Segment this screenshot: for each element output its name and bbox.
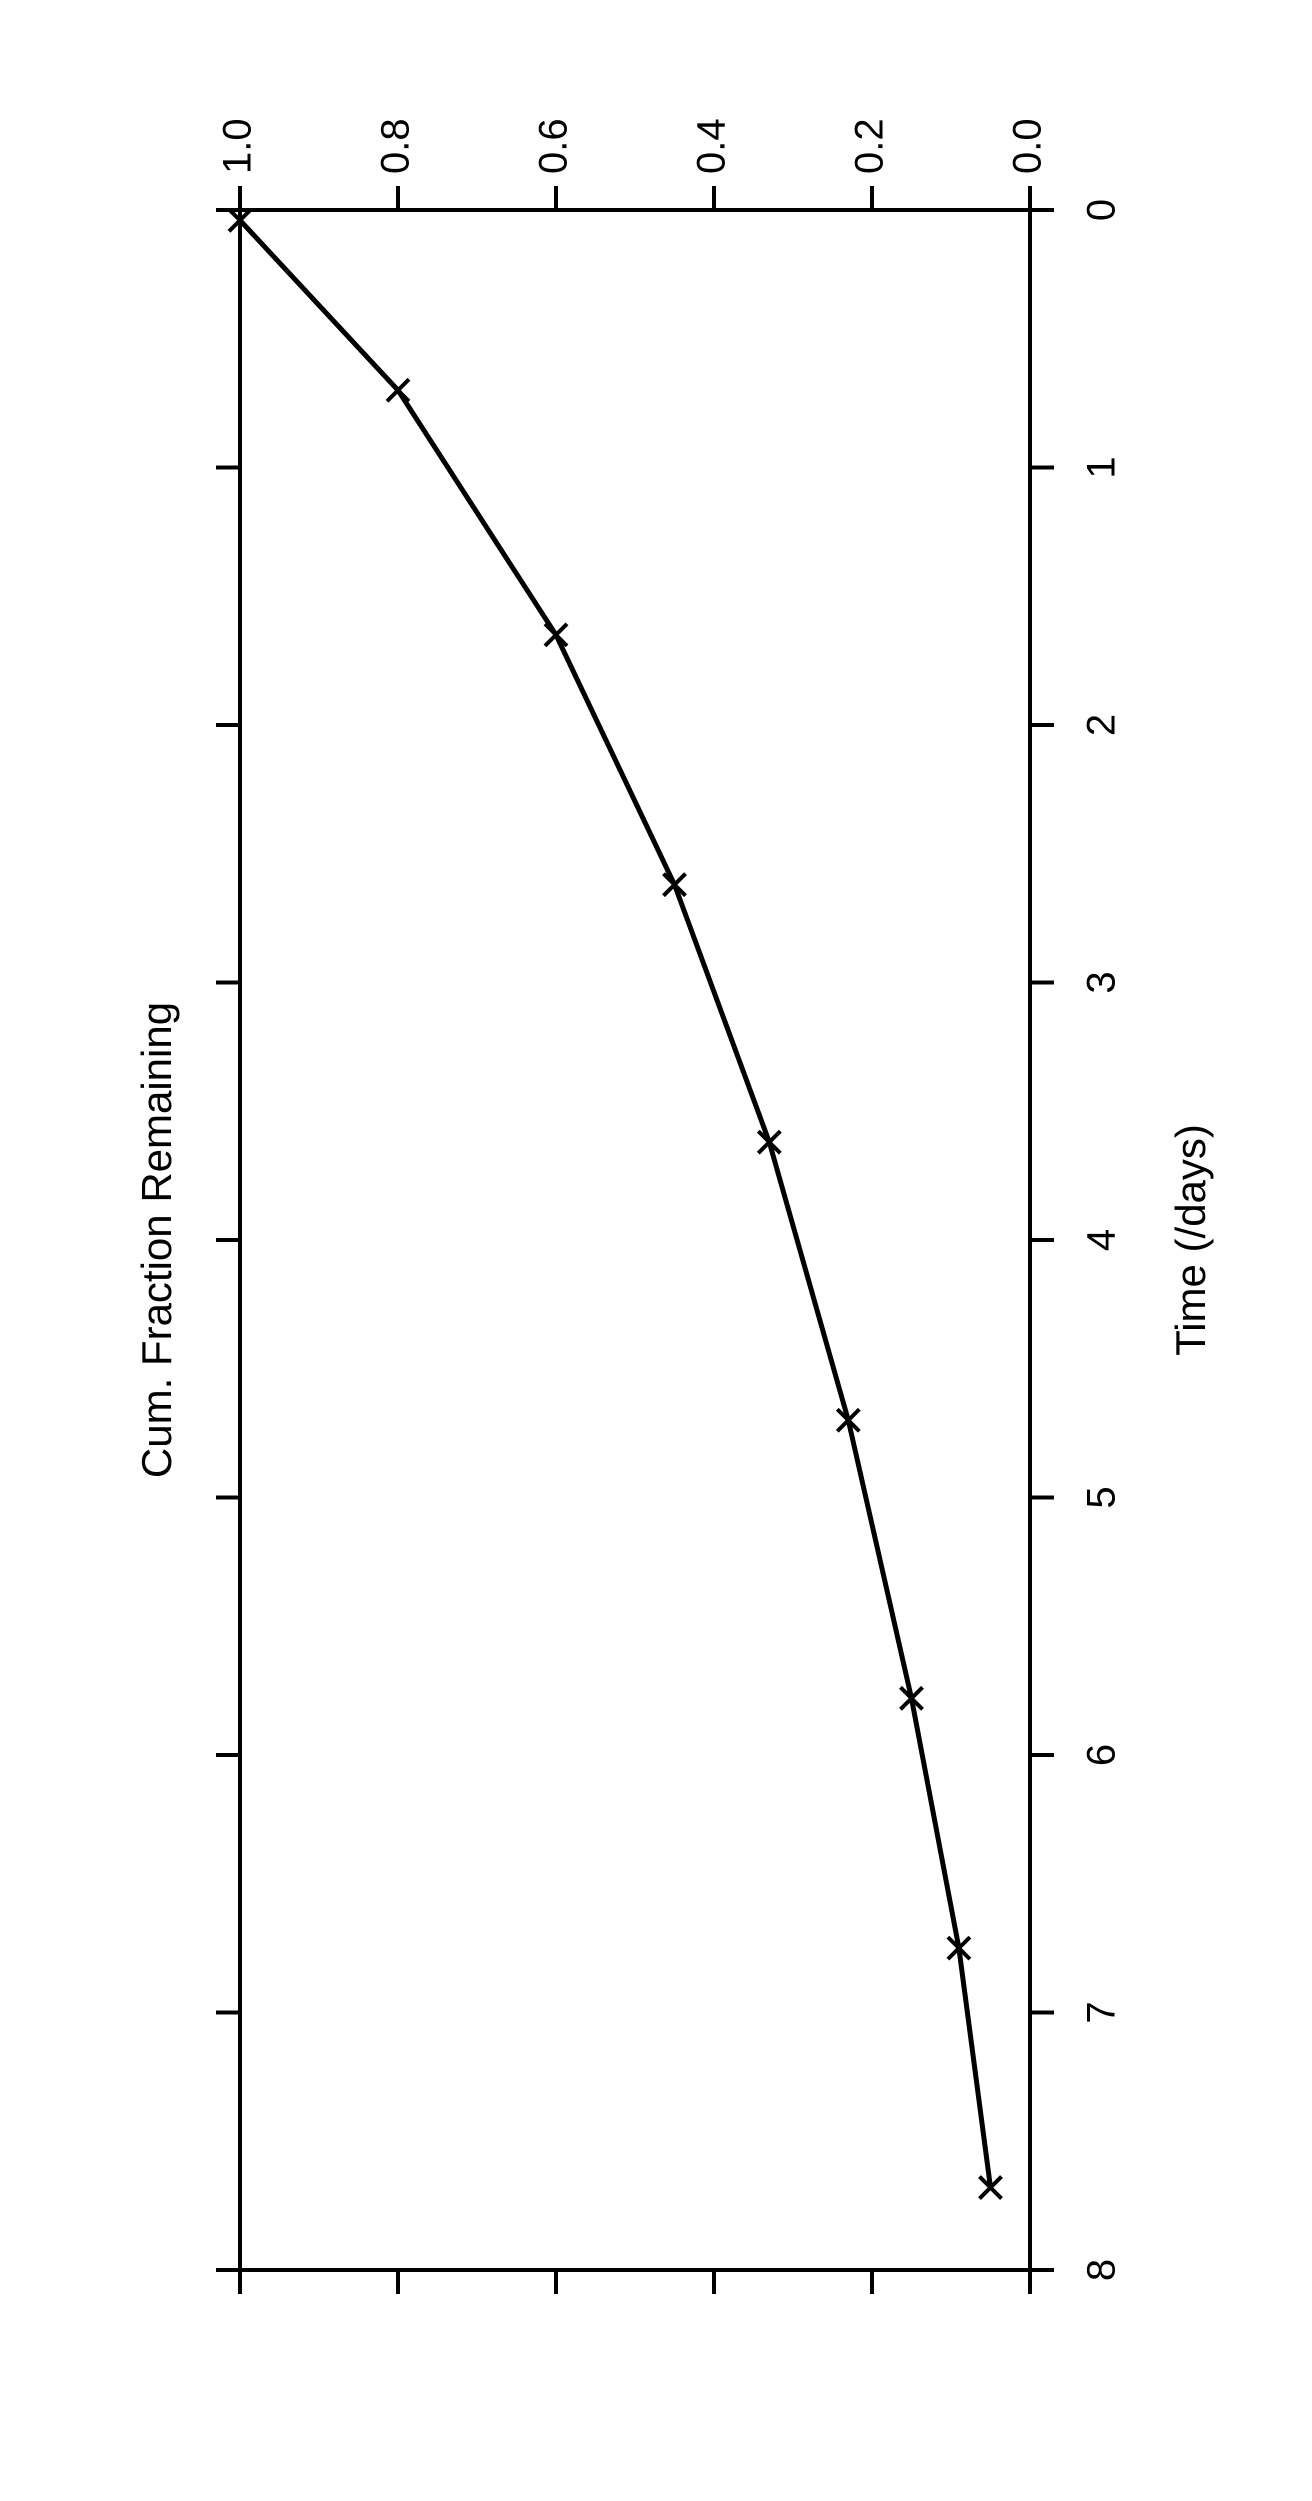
xtick-label: 2 xyxy=(1080,714,1124,736)
ytick-label: 0.8 xyxy=(374,118,418,174)
ytick-label: 0.4 xyxy=(690,118,734,174)
chart-container: 0.0 0.2 0.4 0.6 0.8 1.0 0 1 2 3 4 5 6 7 8 Cum. Fraction… xyxy=(40,100,1300,2450)
xtick-label: 5 xyxy=(1080,1486,1124,1508)
data-marker xyxy=(664,874,686,896)
xtick-label: 1 xyxy=(1080,456,1124,478)
ytick-label: 0.0 xyxy=(1006,118,1050,174)
data-line xyxy=(240,220,991,2187)
ytick-label: 1.0 xyxy=(216,118,260,174)
xtick-label: 6 xyxy=(1080,1744,1124,1766)
plot-border xyxy=(240,210,1030,2270)
line-chart: 0.0 0.2 0.4 0.6 0.8 1.0 0 1 2 3 4 5 6 7 8 Cum. Fraction… xyxy=(40,100,1300,2450)
xtick-label: 0 xyxy=(1080,199,1124,221)
xtick-label: 4 xyxy=(1080,1229,1124,1251)
data-marker xyxy=(545,624,567,646)
xtick-label: 8 xyxy=(1080,2259,1124,2281)
ytick-label: 0.6 xyxy=(532,118,576,174)
xtick-label: 3 xyxy=(1080,971,1124,993)
y-axis-label: Cum. Fraction Remaining xyxy=(133,1002,180,1478)
x-axis-label: Time (/days) xyxy=(1167,1124,1214,1356)
ytick-label: 0.2 xyxy=(848,118,892,174)
data-marker xyxy=(387,379,409,401)
xtick-label: 7 xyxy=(1080,2001,1124,2023)
